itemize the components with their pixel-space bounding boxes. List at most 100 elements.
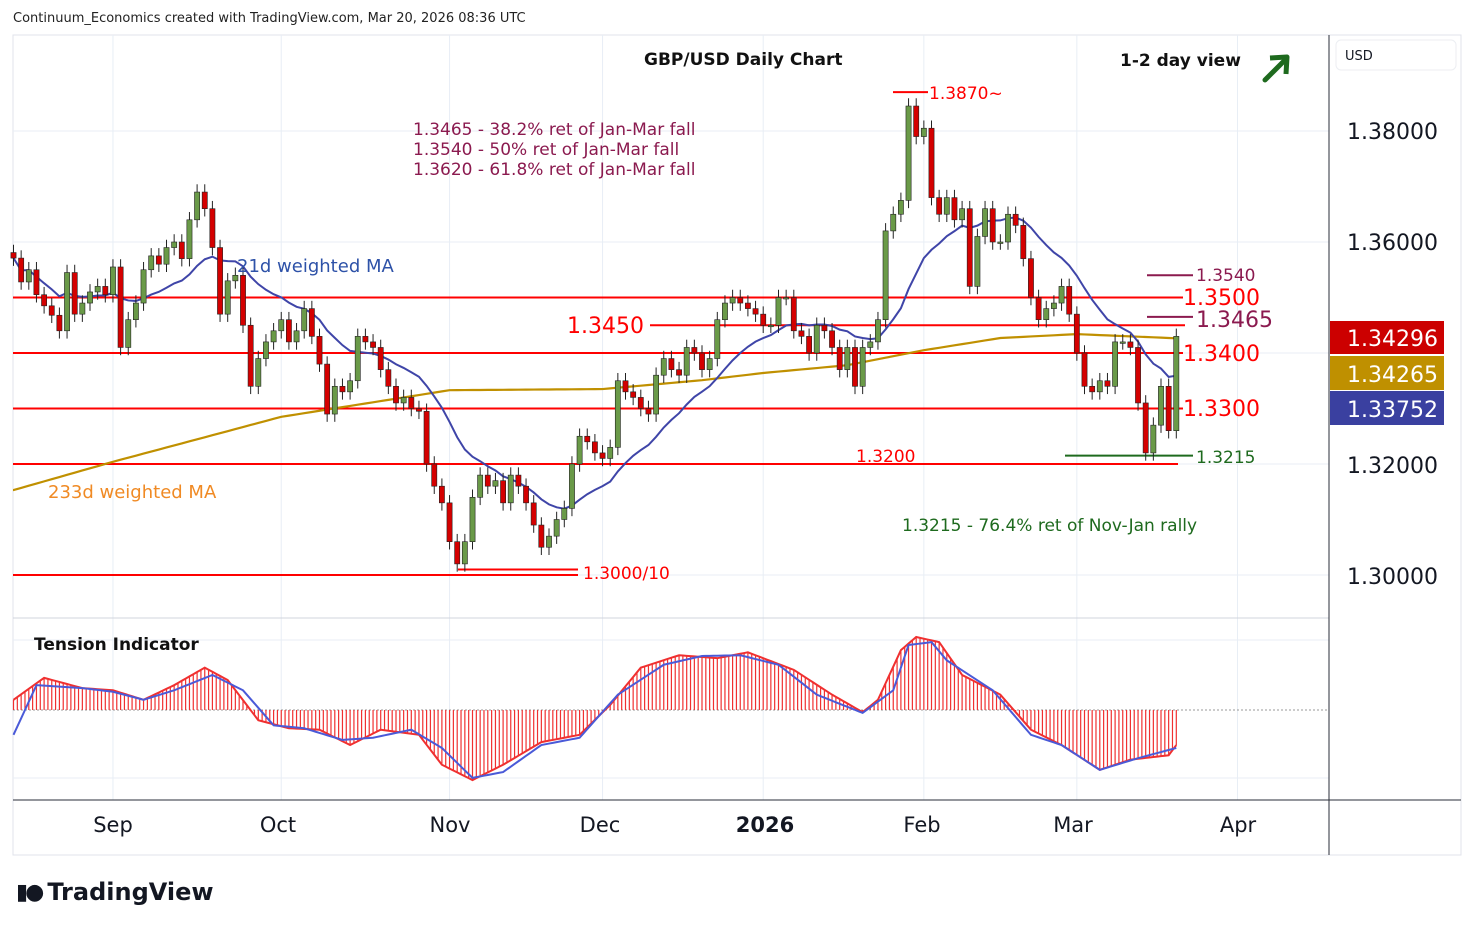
candle-down <box>454 541 461 565</box>
candle-down <box>201 191 208 210</box>
candle-down <box>48 305 55 316</box>
level-label-high: 1.3870~ <box>929 84 1003 104</box>
candle-up <box>660 358 667 376</box>
candle-down <box>1135 347 1141 404</box>
ma21-badge: 1.33752 <box>1330 391 1444 425</box>
candle-down <box>18 257 25 283</box>
candle-down <box>584 435 591 443</box>
candle-down <box>523 485 529 504</box>
candle-up <box>1119 341 1126 344</box>
candle-up <box>875 319 881 343</box>
level-label-1.3400: 1.3400 <box>1183 342 1260 367</box>
candle-up <box>400 397 407 404</box>
candle-down <box>1035 297 1042 321</box>
candle-up <box>1058 286 1065 304</box>
candle-up <box>553 519 560 537</box>
candle-down <box>515 474 522 487</box>
level-label-1.3215: 1.3215 <box>1196 448 1255 468</box>
candle-down <box>645 408 652 415</box>
candle-down <box>71 272 78 315</box>
candle-down <box>370 341 376 348</box>
indicator-title: Tension Indicator <box>34 635 199 655</box>
candle-up <box>844 347 851 370</box>
candle-down <box>530 502 537 526</box>
candle-down <box>393 385 399 404</box>
retracement-note: 1.3540 - 50% ret of Jan-Mar fall <box>413 140 679 160</box>
tradingview-logo[interactable]: ▮● TradingView <box>16 878 214 906</box>
candle-up <box>997 241 1004 244</box>
level-label-1.3000: 1.3000/10 <box>583 564 670 584</box>
candle-up <box>1096 380 1103 393</box>
candle-up <box>607 447 614 459</box>
tension-indicator <box>12 635 1329 782</box>
candle-up <box>943 197 950 215</box>
candle-up <box>25 269 32 283</box>
candle-down <box>752 308 759 315</box>
candle-down <box>1020 225 1027 259</box>
candle-down <box>1127 341 1134 348</box>
candle-up <box>561 508 568 520</box>
candle-down <box>1142 402 1149 454</box>
candle-down <box>928 127 935 198</box>
candle-up <box>882 230 889 320</box>
candle-up <box>163 247 170 265</box>
level-label-1.3200: 1.3200 <box>856 447 915 467</box>
candle-down <box>637 397 644 409</box>
candle-down <box>377 347 384 370</box>
candle-down <box>989 208 996 243</box>
candle-up <box>79 302 86 315</box>
last-price-badge: 1.34296 <box>1330 321 1444 354</box>
candle-up <box>982 208 988 237</box>
candle-down <box>324 363 331 415</box>
candle-up <box>890 213 897 232</box>
level-label-1.3450: 1.3450 <box>567 314 644 339</box>
candle-up <box>1173 336 1180 432</box>
candle-up <box>64 272 70 332</box>
price-tick: 1.32000 <box>1347 454 1438 479</box>
candle-up <box>1043 308 1050 321</box>
candle-down <box>1073 313 1080 354</box>
price-tick: 1.38000 <box>1347 120 1438 145</box>
indicator-slow-line <box>12 641 1177 779</box>
chart-frame <box>12 34 1462 856</box>
candle-down <box>760 313 767 326</box>
candle-down <box>285 319 292 343</box>
price-axis[interactable]: 1.38000 1.36000 1.32000 1.30000 <box>1347 120 1438 590</box>
candle-up <box>706 358 713 370</box>
candle-down <box>836 347 843 370</box>
candle-down <box>362 336 369 343</box>
candle-up <box>813 324 820 354</box>
candle-up <box>653 374 659 415</box>
candle-up <box>1158 385 1164 426</box>
candle-up <box>148 255 155 271</box>
candle-down <box>737 297 744 304</box>
tradingview-logo-icon: ▮● <box>16 879 44 905</box>
retracement-note: 1.3465 - 38.2% ret of Jan-Mar fall <box>413 120 695 140</box>
candle-up <box>576 435 583 465</box>
candle-up <box>133 302 139 320</box>
candle-down <box>431 463 438 487</box>
candle-up <box>729 297 736 304</box>
candle-up <box>87 291 93 304</box>
time-tick: 2026 <box>736 813 794 837</box>
candle-down <box>829 330 835 348</box>
retracement-note: 1.3620 - 61.8% ret of Jan-Mar fall <box>413 160 695 180</box>
candle-up <box>959 208 965 221</box>
candle-down <box>691 347 698 354</box>
candle-down <box>308 308 315 337</box>
candle-up <box>224 280 231 315</box>
svg-text:1.33752: 1.33752 <box>1347 398 1438 423</box>
candle-down <box>240 274 246 326</box>
ma233-label: 233d weighted MA <box>48 482 217 503</box>
candle-down <box>155 255 162 265</box>
candle-down <box>117 266 124 348</box>
candle-up <box>293 330 300 343</box>
time-axis[interactable]: Sep Oct Nov Dec 2026 Feb Mar Apr <box>93 813 1256 837</box>
candle-up <box>775 297 782 326</box>
candle-up <box>270 330 277 343</box>
candle-down <box>316 336 323 365</box>
candle-down <box>951 197 958 221</box>
currency-button[interactable] <box>1335 39 1457 71</box>
candle-down <box>630 391 637 398</box>
